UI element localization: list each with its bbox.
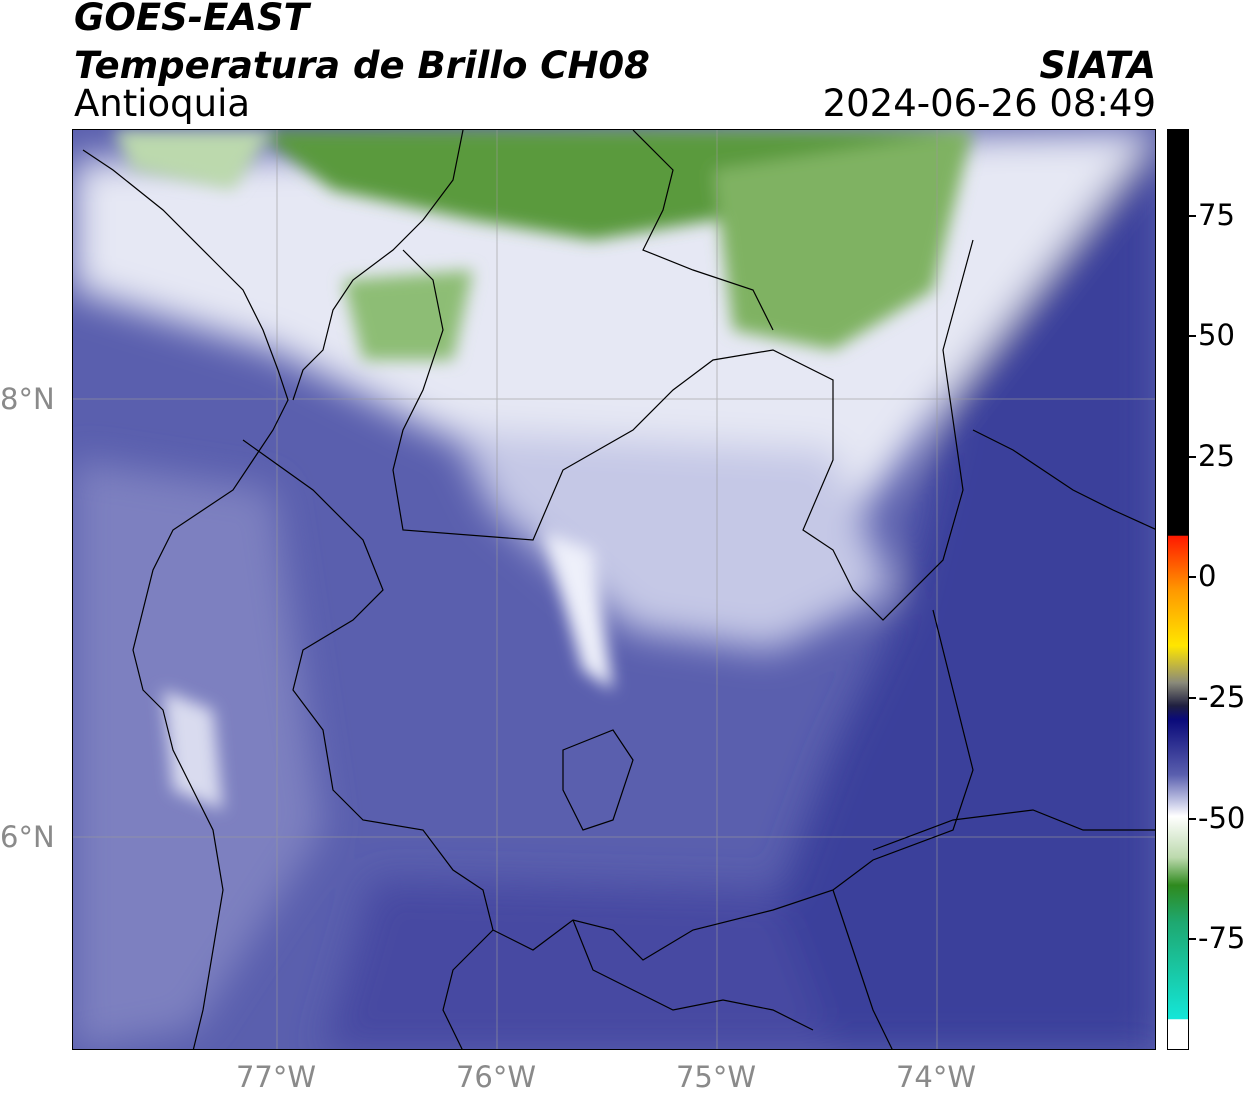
coastline [82, 149, 289, 1049]
lon-label-77w: 77°W [235, 1060, 317, 1094]
lat-label-6n: 6°N [0, 820, 55, 854]
colorbar-gradient [1168, 130, 1188, 1049]
east-border [832, 889, 893, 1049]
inner-border [972, 429, 1155, 530]
colorbar-tick-minus50 [1189, 818, 1196, 820]
bright-streak [543, 530, 613, 690]
title-product: Temperatura de Brillo CH08 [74, 44, 650, 87]
warm-top-ne [713, 130, 973, 350]
boundaries [82, 130, 1155, 1049]
colorbar-label-75: 75 [1198, 198, 1235, 232]
lon-label-76w: 76°W [455, 1060, 537, 1094]
colorbar-label-0: 0 [1198, 559, 1217, 593]
colorbar-tick-minus75 [1189, 938, 1196, 940]
deep-cloud-south [323, 880, 833, 1049]
bright-streak-west [163, 690, 223, 810]
colorbar-tick-0 [1189, 576, 1196, 578]
colorbar-tick-75 [1189, 215, 1196, 217]
cold-band-mid [453, 430, 893, 650]
south-border [442, 929, 494, 1049]
map-canvas [73, 130, 1155, 1049]
south-central-border [572, 919, 814, 1031]
west-border [242, 439, 974, 961]
colorbar-tick-minus25 [1189, 697, 1196, 699]
colorbar-tick-50 [1189, 335, 1196, 337]
northeast-border [632, 130, 774, 331]
gridlines [73, 130, 1155, 1049]
datetime-label: 2024-06-26 08:49 [822, 82, 1156, 125]
colorbar-tick-25 [1189, 456, 1196, 458]
colorbar-label-minus50: -50 [1198, 801, 1246, 835]
colorbar-label-50: 50 [1198, 318, 1235, 352]
gulf-coast [292, 130, 464, 401]
lon-label-74w: 74°W [895, 1060, 977, 1094]
colorbar-label-minus25: -25 [1198, 680, 1246, 714]
colorbar-label-minus75: -75 [1198, 921, 1246, 955]
antioquia-border [392, 239, 974, 621]
organization-label: SIATA [1039, 44, 1156, 87]
satellite-map[interactable] [72, 129, 1156, 1050]
colorbar [1167, 129, 1189, 1050]
colorbar-label-25: 25 [1198, 439, 1235, 473]
enclave [562, 729, 634, 831]
southeast-border [872, 809, 1155, 851]
warm-top-nw [113, 130, 273, 190]
lat-label-8n: 8°N [0, 382, 55, 416]
deep-cloud-east [773, 130, 1155, 1049]
title-region: Antioquia [74, 82, 251, 125]
title-satellite: GOES-EAST [74, 0, 309, 39]
warm-top-center [343, 270, 473, 360]
lon-label-75w: 75°W [675, 1060, 757, 1094]
